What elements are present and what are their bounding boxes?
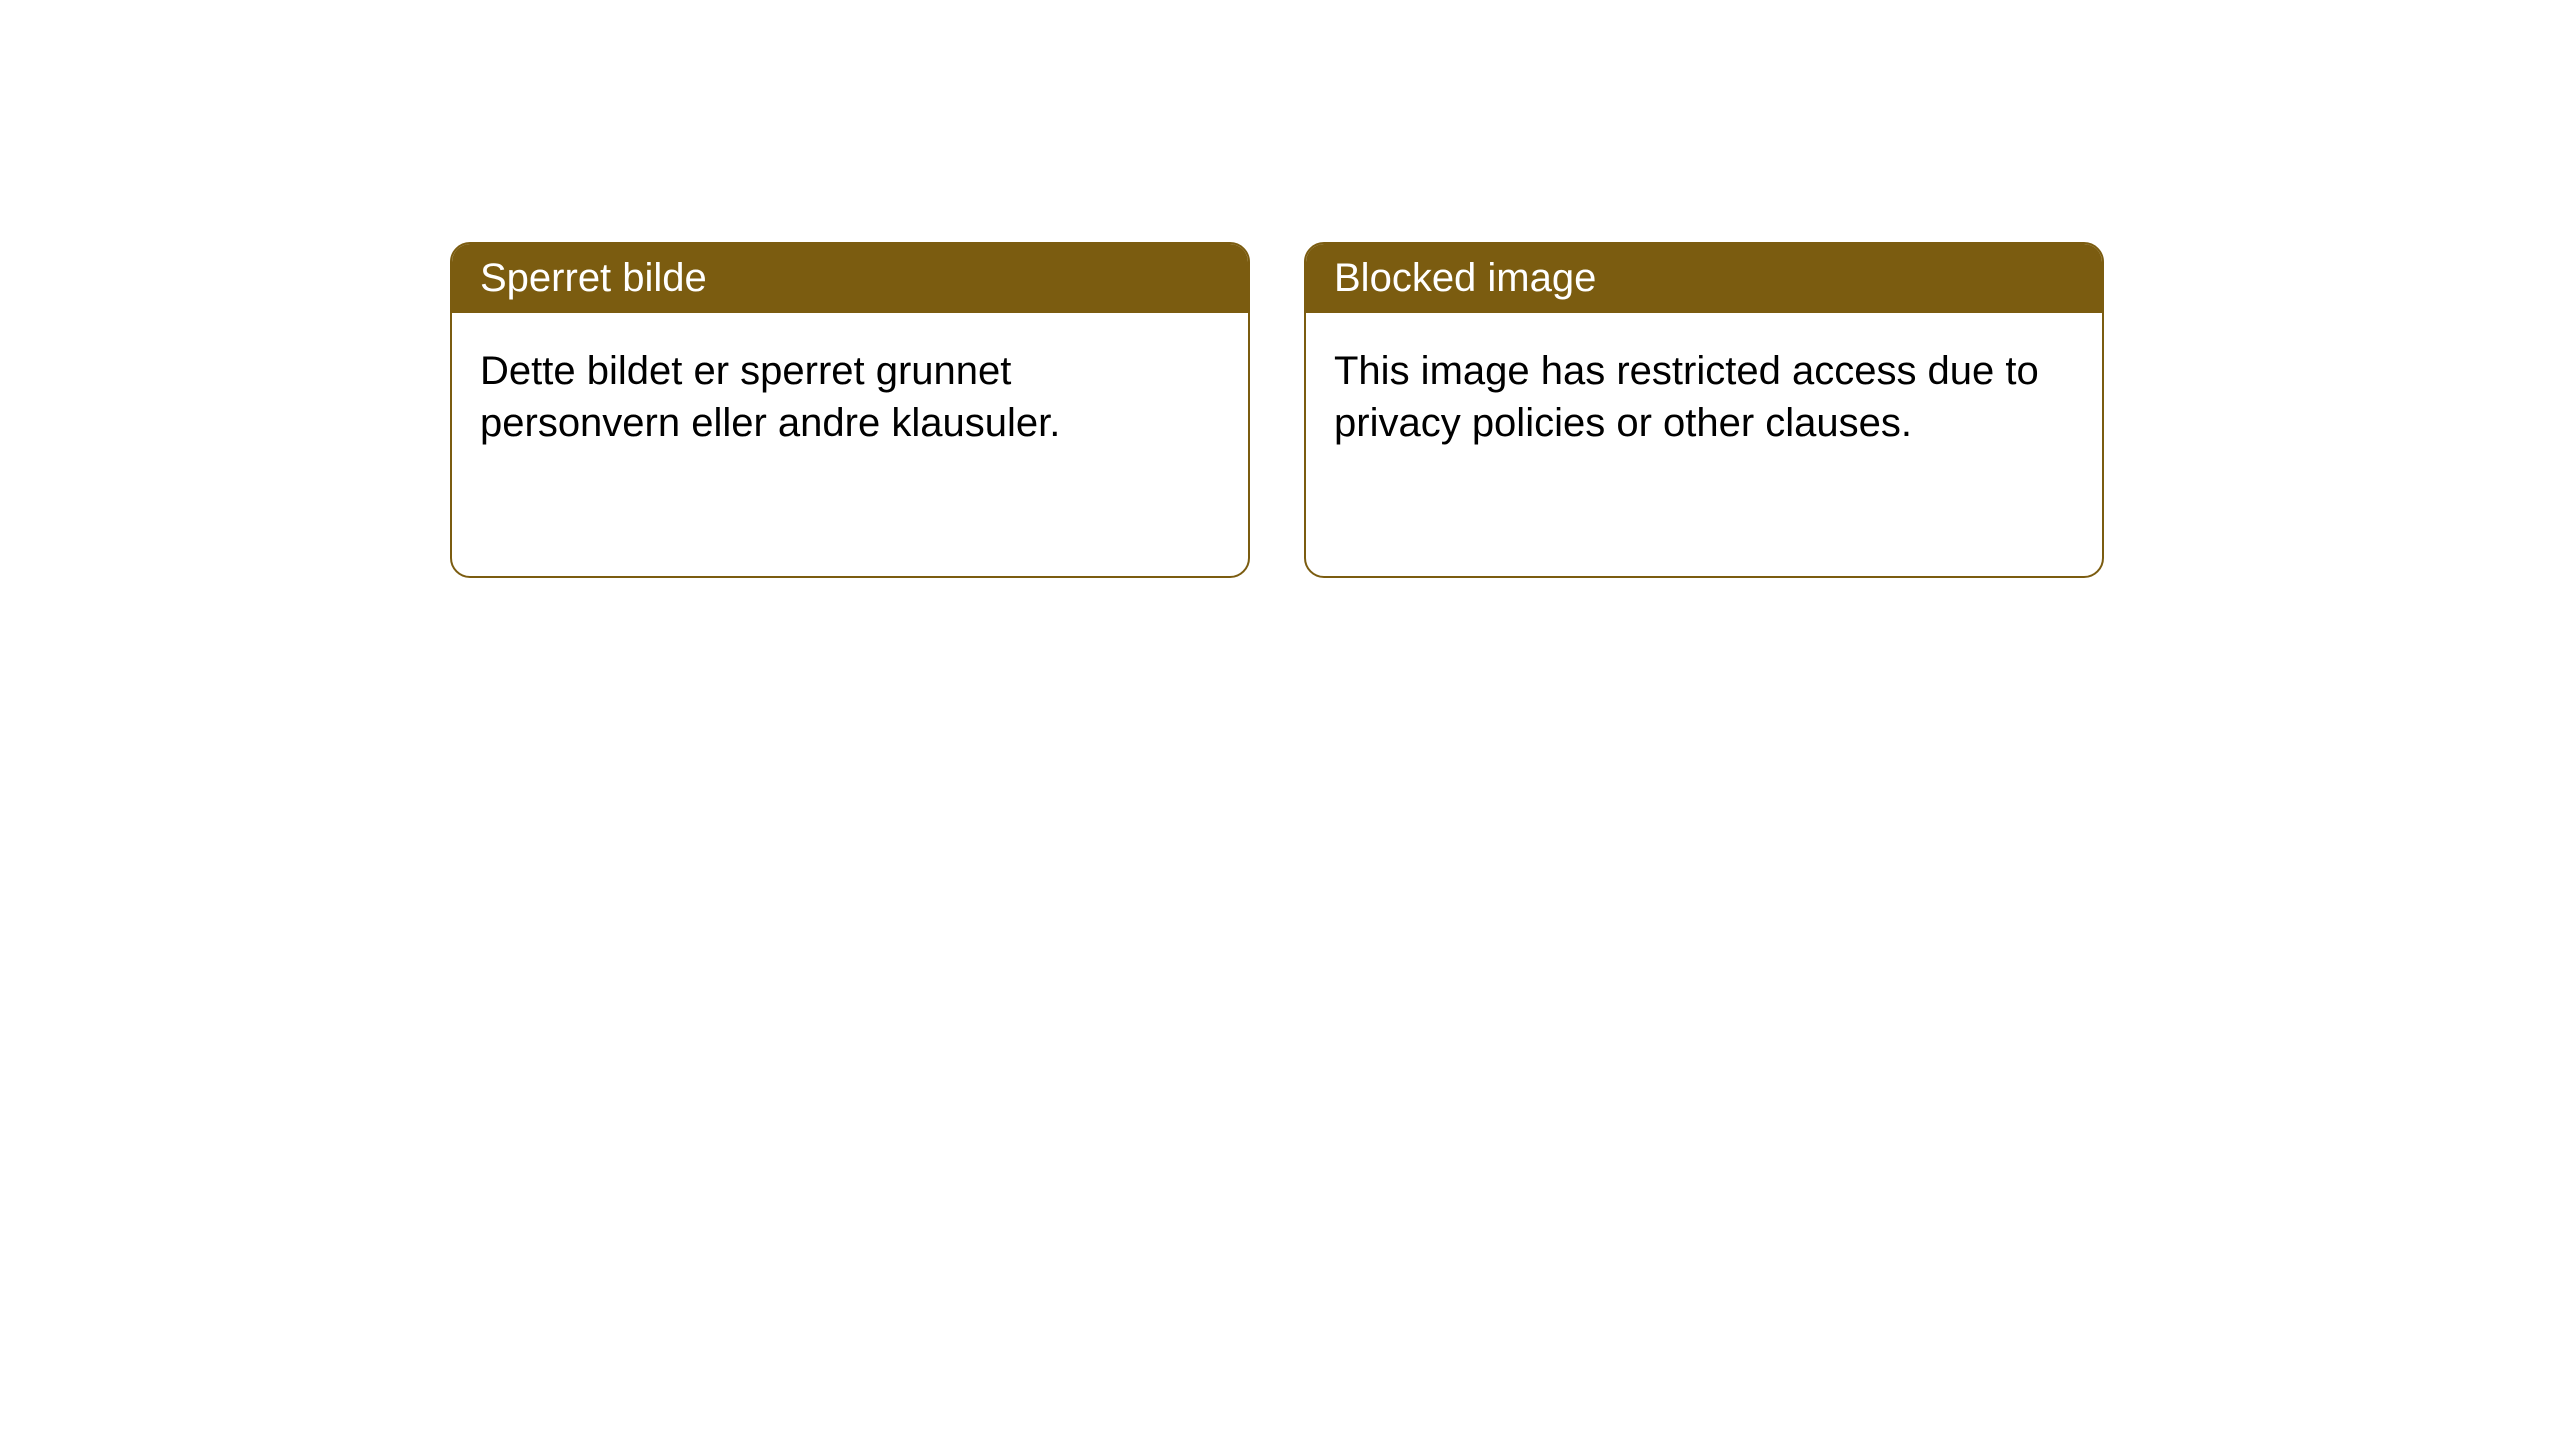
card-body: This image has restricted access due to … <box>1306 313 2102 481</box>
card-header: Sperret bilde <box>452 244 1248 313</box>
blocked-image-card-no: Sperret bilde Dette bildet er sperret gr… <box>450 242 1250 578</box>
card-body: Dette bildet er sperret grunnet personve… <box>452 313 1248 481</box>
card-title: Sperret bilde <box>480 256 707 300</box>
card-header: Blocked image <box>1306 244 2102 313</box>
message-cards-container: Sperret bilde Dette bildet er sperret gr… <box>450 242 2104 578</box>
blocked-image-card-en: Blocked image This image has restricted … <box>1304 242 2104 578</box>
card-message: This image has restricted access due to … <box>1334 349 2039 445</box>
card-title: Blocked image <box>1334 256 1596 300</box>
card-message: Dette bildet er sperret grunnet personve… <box>480 349 1060 445</box>
